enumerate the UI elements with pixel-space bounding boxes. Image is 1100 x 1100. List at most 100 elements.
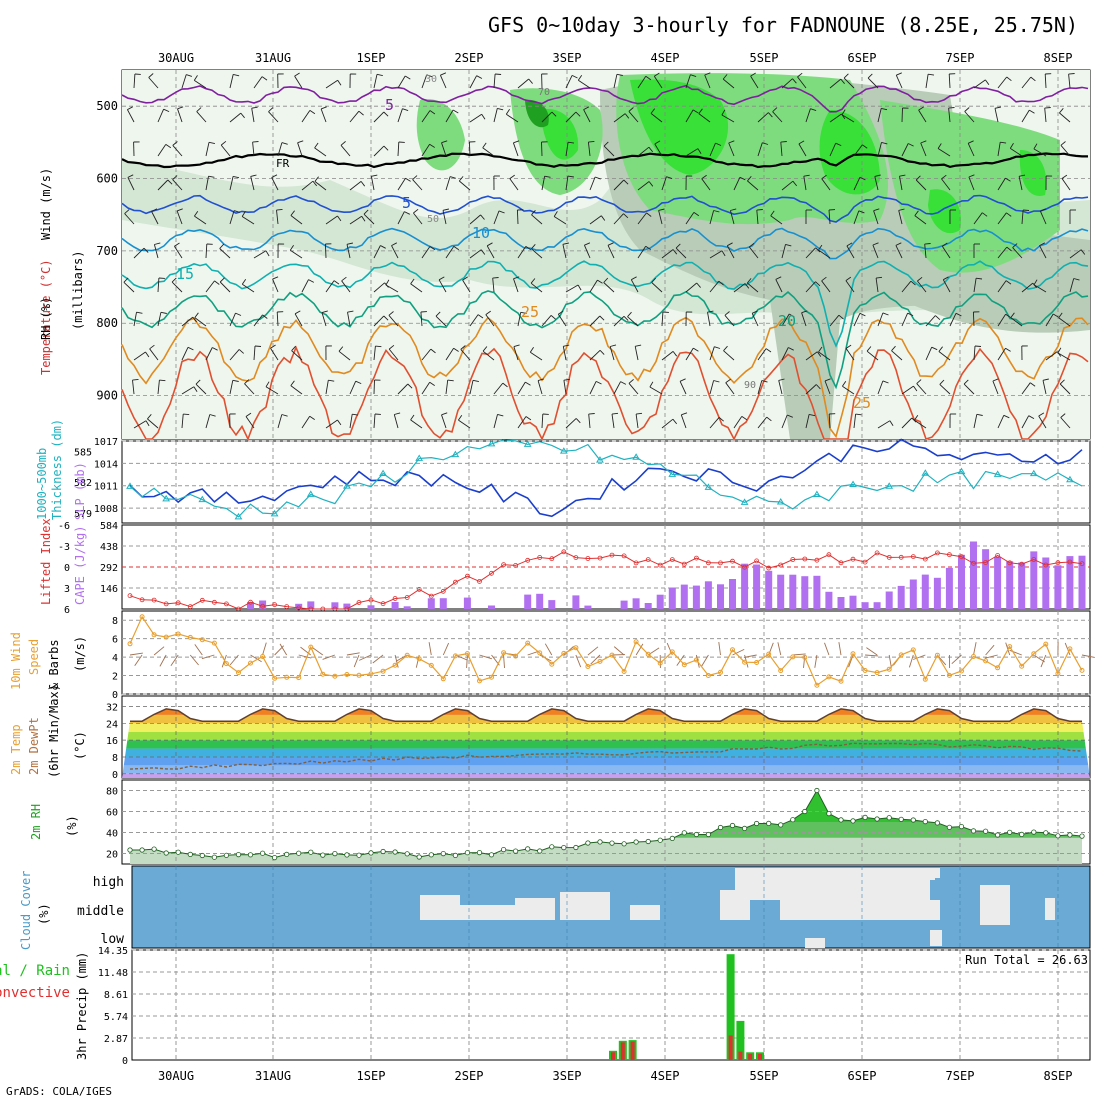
barb-flag	[148, 73, 154, 78]
surface-barb	[1081, 654, 1095, 658]
wind-marker	[428, 662, 434, 668]
wind-marker	[151, 632, 157, 638]
barb-staff	[458, 419, 471, 429]
wind-marker	[910, 647, 916, 653]
barb-flag	[410, 278, 415, 285]
barb-staff	[276, 311, 279, 327]
rh-marker	[585, 840, 591, 846]
barb-staff	[997, 142, 1001, 157]
barb-staff	[941, 246, 951, 259]
wind-marker	[922, 676, 928, 682]
surface-barb	[908, 654, 914, 668]
rh-green-2	[880, 100, 1060, 273]
wind-marker	[404, 652, 410, 658]
li-marker	[561, 549, 567, 555]
barb-staff	[468, 141, 471, 157]
barb-staff	[370, 176, 375, 191]
barb-staff	[133, 351, 146, 361]
barb-flag	[858, 210, 865, 214]
barb-staff	[611, 414, 615, 429]
barb-staff	[268, 111, 279, 123]
barb-staff	[781, 347, 789, 361]
li-marker	[404, 595, 410, 600]
barb-staff	[391, 245, 399, 259]
barb-staff	[679, 381, 687, 395]
barb-flag	[842, 380, 847, 387]
rh-marker	[139, 847, 145, 853]
rh-marker	[645, 838, 651, 845]
barb-flag	[1030, 382, 1036, 387]
cape-bar	[753, 564, 761, 609]
barb-staff	[651, 282, 663, 293]
rh-bright-2	[819, 110, 880, 195]
li-marker	[452, 579, 458, 585]
cape-bar	[307, 601, 315, 609]
barb-flag	[531, 210, 536, 216]
cloud-block-3	[840, 868, 940, 878]
barb-staff	[1021, 415, 1030, 429]
barb-flag	[509, 174, 515, 179]
barb-flag	[835, 142, 842, 147]
surface-barb	[300, 646, 312, 656]
barb-staff	[709, 142, 716, 157]
rh-marker	[404, 851, 410, 857]
barb-staff	[661, 176, 667, 191]
barb-staff	[914, 215, 927, 225]
barb-flag	[697, 148, 702, 154]
barb-flag	[696, 282, 701, 288]
barb-staff	[469, 380, 474, 395]
barb-staff	[541, 176, 546, 191]
cape-bar	[825, 591, 833, 609]
wind-marker	[561, 650, 567, 656]
barb-flag	[916, 379, 922, 384]
barb-staff	[196, 111, 207, 123]
barb-flag	[430, 348, 436, 354]
slp-lines	[126, 438, 1083, 520]
barb-flag	[220, 140, 227, 146]
rh-marker	[886, 815, 892, 821]
barb-staff	[877, 420, 891, 429]
isotherm-6	[121, 316, 1089, 439]
barb-staff	[1045, 313, 1054, 327]
barb-flag	[209, 414, 216, 417]
barb-flag	[651, 277, 657, 283]
cape-bar	[656, 594, 664, 609]
surface-barb	[985, 644, 995, 656]
barb-flag	[693, 347, 699, 352]
surface-barb	[189, 654, 199, 666]
surface-barb	[866, 647, 878, 656]
barb-flag	[429, 143, 435, 148]
barb-staff	[964, 111, 975, 123]
surface-barb	[159, 654, 167, 667]
barb-staff	[757, 142, 763, 157]
rh-dark-green	[525, 99, 549, 128]
barb-staff	[445, 347, 454, 361]
barb-flag	[145, 351, 150, 358]
rh-marker	[452, 852, 458, 859]
barb-staff	[805, 281, 816, 293]
barb-staff	[241, 216, 255, 225]
cape-ticks: 146 292 438 584 -6 -3 0 3 6	[58, 521, 118, 616]
barb-flag	[388, 311, 394, 316]
barb-flag	[915, 175, 921, 181]
slp-tick-1014: 1014	[94, 459, 118, 470]
barb-staff	[517, 416, 527, 429]
barb-flag	[704, 72, 711, 76]
barb-staff	[482, 147, 495, 157]
barb-staff	[276, 210, 279, 225]
barb-flag	[380, 245, 386, 249]
li-marker	[1031, 557, 1037, 562]
li-tick-6: 6	[64, 605, 70, 616]
wind-marker	[862, 668, 868, 673]
isotherm-2	[121, 194, 1089, 223]
barb-flag	[768, 112, 773, 118]
rh-marker	[1079, 833, 1085, 839]
surface-barb	[170, 654, 179, 666]
barb-flag	[363, 209, 369, 215]
wind-marker	[464, 651, 470, 657]
barb-flag	[193, 75, 198, 81]
surface-barb	[372, 654, 384, 664]
barb-flag	[895, 242, 902, 246]
rh-marker	[211, 854, 217, 860]
barb-staff	[751, 313, 759, 327]
